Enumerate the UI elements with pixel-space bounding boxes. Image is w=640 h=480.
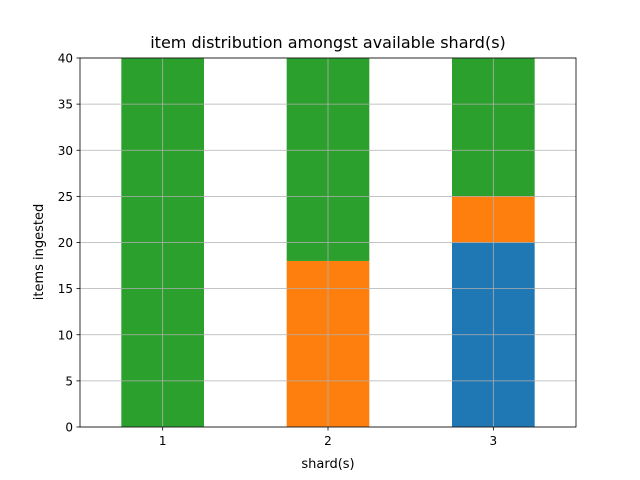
y-tick-label: 25: [58, 190, 73, 204]
y-axis-label: items ingested: [32, 204, 47, 301]
y-tick-label: 40: [58, 52, 73, 66]
y-tick-label: 20: [58, 236, 73, 250]
x-tick-label: 2: [324, 434, 332, 448]
y-tick-label: 30: [58, 144, 73, 158]
x-tick-label: 3: [490, 434, 498, 448]
x-tick-label: 1: [159, 434, 167, 448]
y-tick-label: 10: [58, 328, 73, 342]
y-tick-label: 0: [65, 421, 73, 435]
ticks-layer: 0 5 10 15 20 25 30 35 40 1 2 3: [58, 52, 497, 449]
y-tick-label: 35: [58, 98, 73, 112]
x-axis-label: shard(s): [301, 457, 354, 472]
chart-title: item distribution amongst available shar…: [150, 33, 506, 52]
y-tick-label: 15: [58, 282, 73, 296]
y-tick-label: 5: [65, 374, 73, 388]
